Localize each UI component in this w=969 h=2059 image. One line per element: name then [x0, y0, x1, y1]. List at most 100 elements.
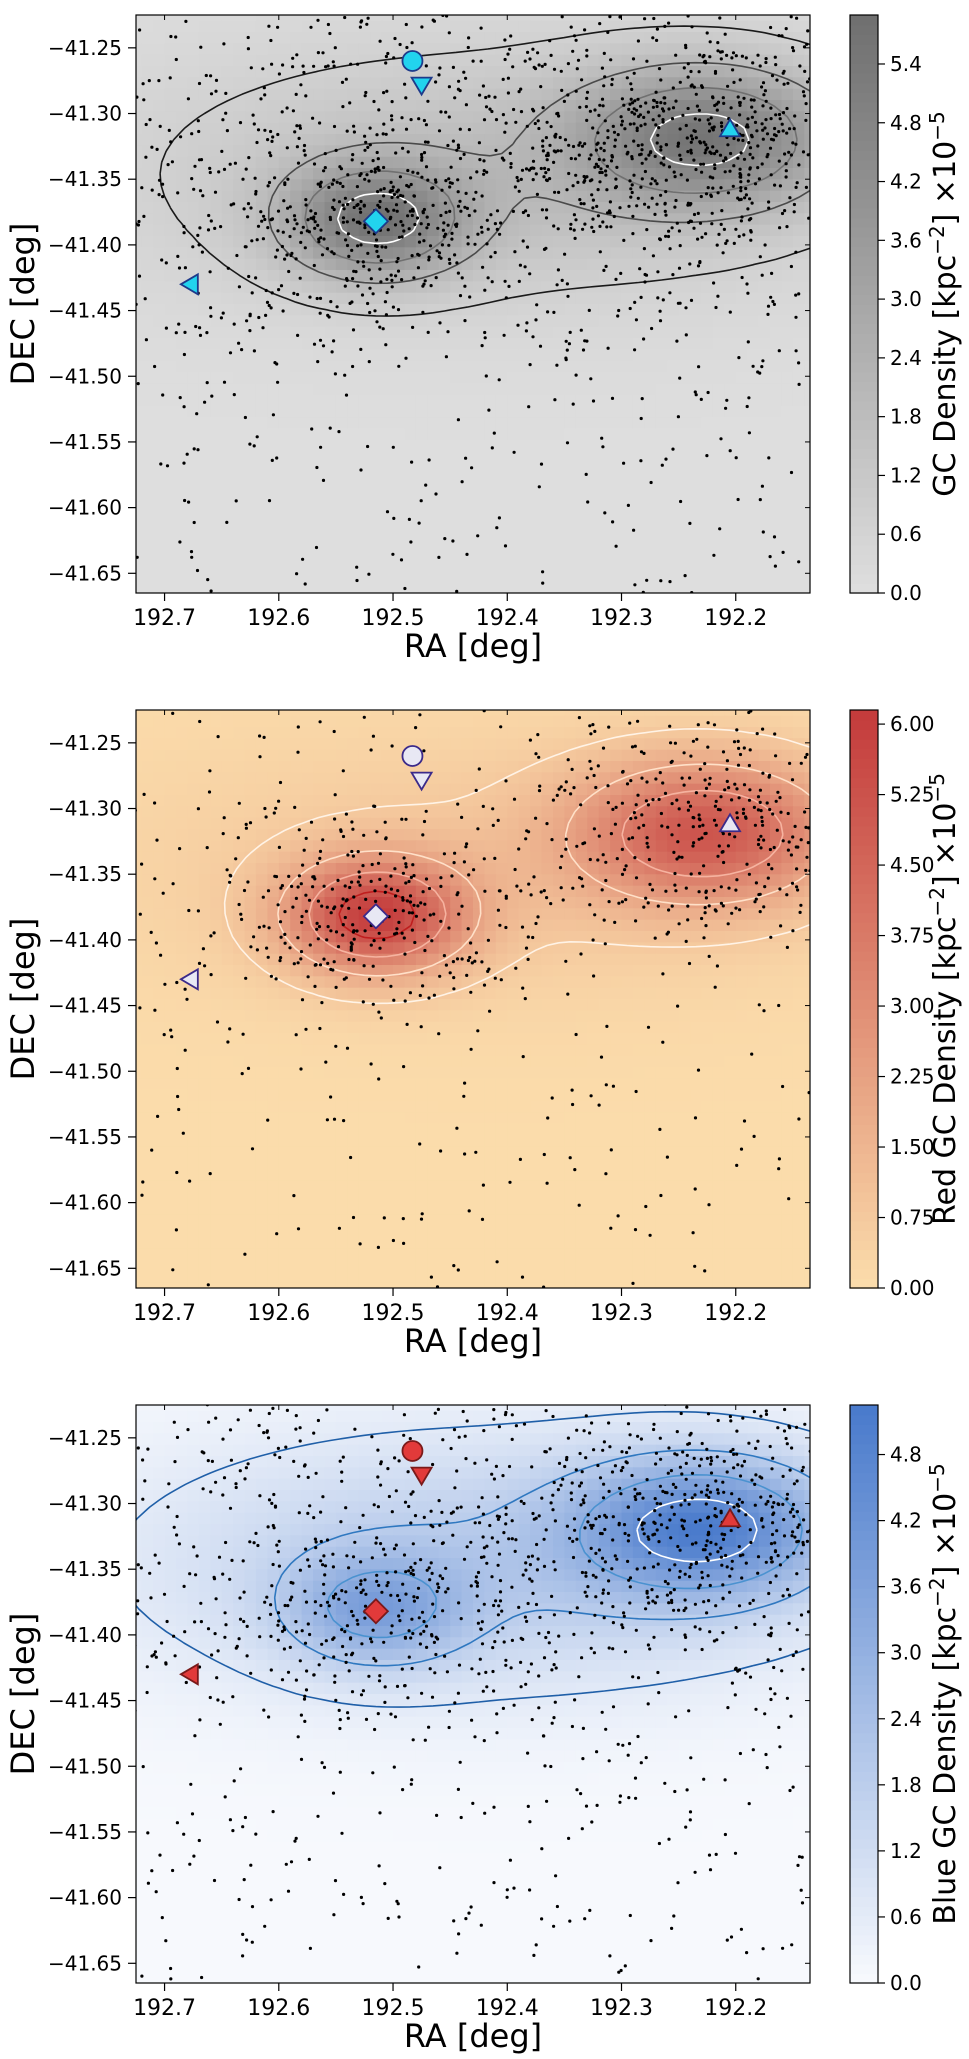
gc-point: [702, 60, 707, 64]
gc-point: [674, 53, 678, 57]
red-contour-level-1: [223, 728, 810, 1005]
gc-point: [599, 167, 603, 171]
gc-point: [357, 906, 362, 910]
gc-point: [644, 1607, 648, 1611]
gc-point: [312, 263, 316, 268]
gc-point: [468, 955, 472, 960]
gc-point: [630, 745, 635, 749]
gc-point: [182, 352, 186, 357]
gc-point: [687, 1709, 691, 1713]
gc-point: [435, 1285, 440, 1288]
gc-point: [626, 1539, 631, 1543]
gc-point: [136, 555, 139, 559]
gc-point: [820, 1665, 823, 1668]
gc-point: [697, 837, 701, 841]
gc-point: [494, 1599, 498, 1603]
gc-point: [419, 222, 423, 226]
gc-point: [650, 196, 654, 200]
gc-point: [705, 1447, 709, 1451]
gc-point: [578, 617, 581, 620]
gc-point: [572, 228, 576, 232]
gc-point: [317, 925, 322, 929]
gc-point: [695, 737, 699, 741]
gc-point: [347, 254, 351, 258]
gc-point: [639, 185, 643, 189]
gc-point: [457, 146, 461, 150]
gc-point: [602, 1440, 607, 1444]
gc-point: [358, 221, 362, 225]
gc-point: [410, 1666, 414, 1671]
gc-point: [644, 896, 648, 900]
x-tick-label: 192.7: [133, 1996, 196, 2021]
gc-point: [308, 1946, 312, 1950]
gc-point: [593, 108, 597, 112]
gc-point: [337, 1708, 341, 1712]
gc-point: [611, 1605, 615, 1609]
gc-point: [960, 104, 963, 107]
gc-point: [742, 1119, 747, 1123]
gc-point: [346, 173, 350, 177]
gc-point: [774, 799, 778, 803]
gc-point: [403, 82, 407, 86]
gc-point: [693, 1493, 697, 1497]
gc-point: [280, 110, 284, 114]
gc-point: [263, 93, 267, 97]
gc-point: [171, 882, 175, 886]
gc-point: [824, 257, 827, 260]
gc-point: [346, 202, 350, 206]
gc-point: [550, 1721, 554, 1725]
gc-point: [765, 132, 770, 136]
gc-point: [563, 252, 567, 256]
gc-point: [843, 884, 846, 887]
gc-point: [581, 348, 586, 352]
gc-point: [621, 1626, 625, 1630]
gc-point: [724, 1401, 727, 1404]
gc-point: [418, 1142, 422, 1146]
gc-point: [735, 787, 739, 791]
gc-point: [246, 880, 250, 884]
gc-point: [879, 1632, 882, 1635]
gc-point: [205, 331, 209, 335]
gc-point: [498, 1599, 503, 1603]
gc-point: [891, 1560, 894, 1563]
x-tick-label: 192.4: [476, 1301, 539, 1326]
gc-point: [508, 151, 512, 155]
gc-point: [575, 1537, 579, 1541]
gc-point: [384, 207, 388, 211]
gc-point: [837, 95, 840, 98]
gc-point: [496, 1517, 500, 1521]
gc-point: [394, 1543, 398, 1547]
gc-point: [464, 456, 468, 460]
red-up-triangle-marker: [718, 812, 742, 833]
gc-point: [344, 1660, 348, 1664]
gc-point: [569, 222, 573, 226]
gc-point: [524, 209, 528, 213]
gc-point: [213, 190, 218, 194]
gc-point: [459, 1815, 463, 1820]
gc-point: [402, 856, 406, 860]
gc-point: [514, 966, 518, 970]
gc-point: [558, 135, 562, 140]
gc-point: [385, 510, 390, 514]
gc-point: [584, 105, 589, 109]
gc-point: [735, 123, 739, 127]
gc-point: [580, 1570, 585, 1575]
gc-point: [812, 1557, 815, 1560]
gc-point: [682, 1527, 686, 1531]
gc-point: [298, 124, 302, 128]
gc-point: [271, 1406, 275, 1410]
gc-point: [719, 885, 723, 889]
gc-point: [683, 1648, 687, 1652]
gc-point: [252, 935, 256, 939]
gc-point: [773, 126, 777, 131]
gc-point: [789, 153, 794, 157]
gc-point: [721, 1537, 726, 1541]
gc-point: [881, 715, 884, 718]
gc-point: [517, 189, 521, 193]
gc-point: [423, 948, 427, 953]
gc-point: [602, 158, 606, 162]
gc-point: [456, 178, 460, 182]
gc-point: [593, 1349, 596, 1352]
gc-point: [669, 1591, 673, 1595]
gc-point: [371, 159, 375, 163]
